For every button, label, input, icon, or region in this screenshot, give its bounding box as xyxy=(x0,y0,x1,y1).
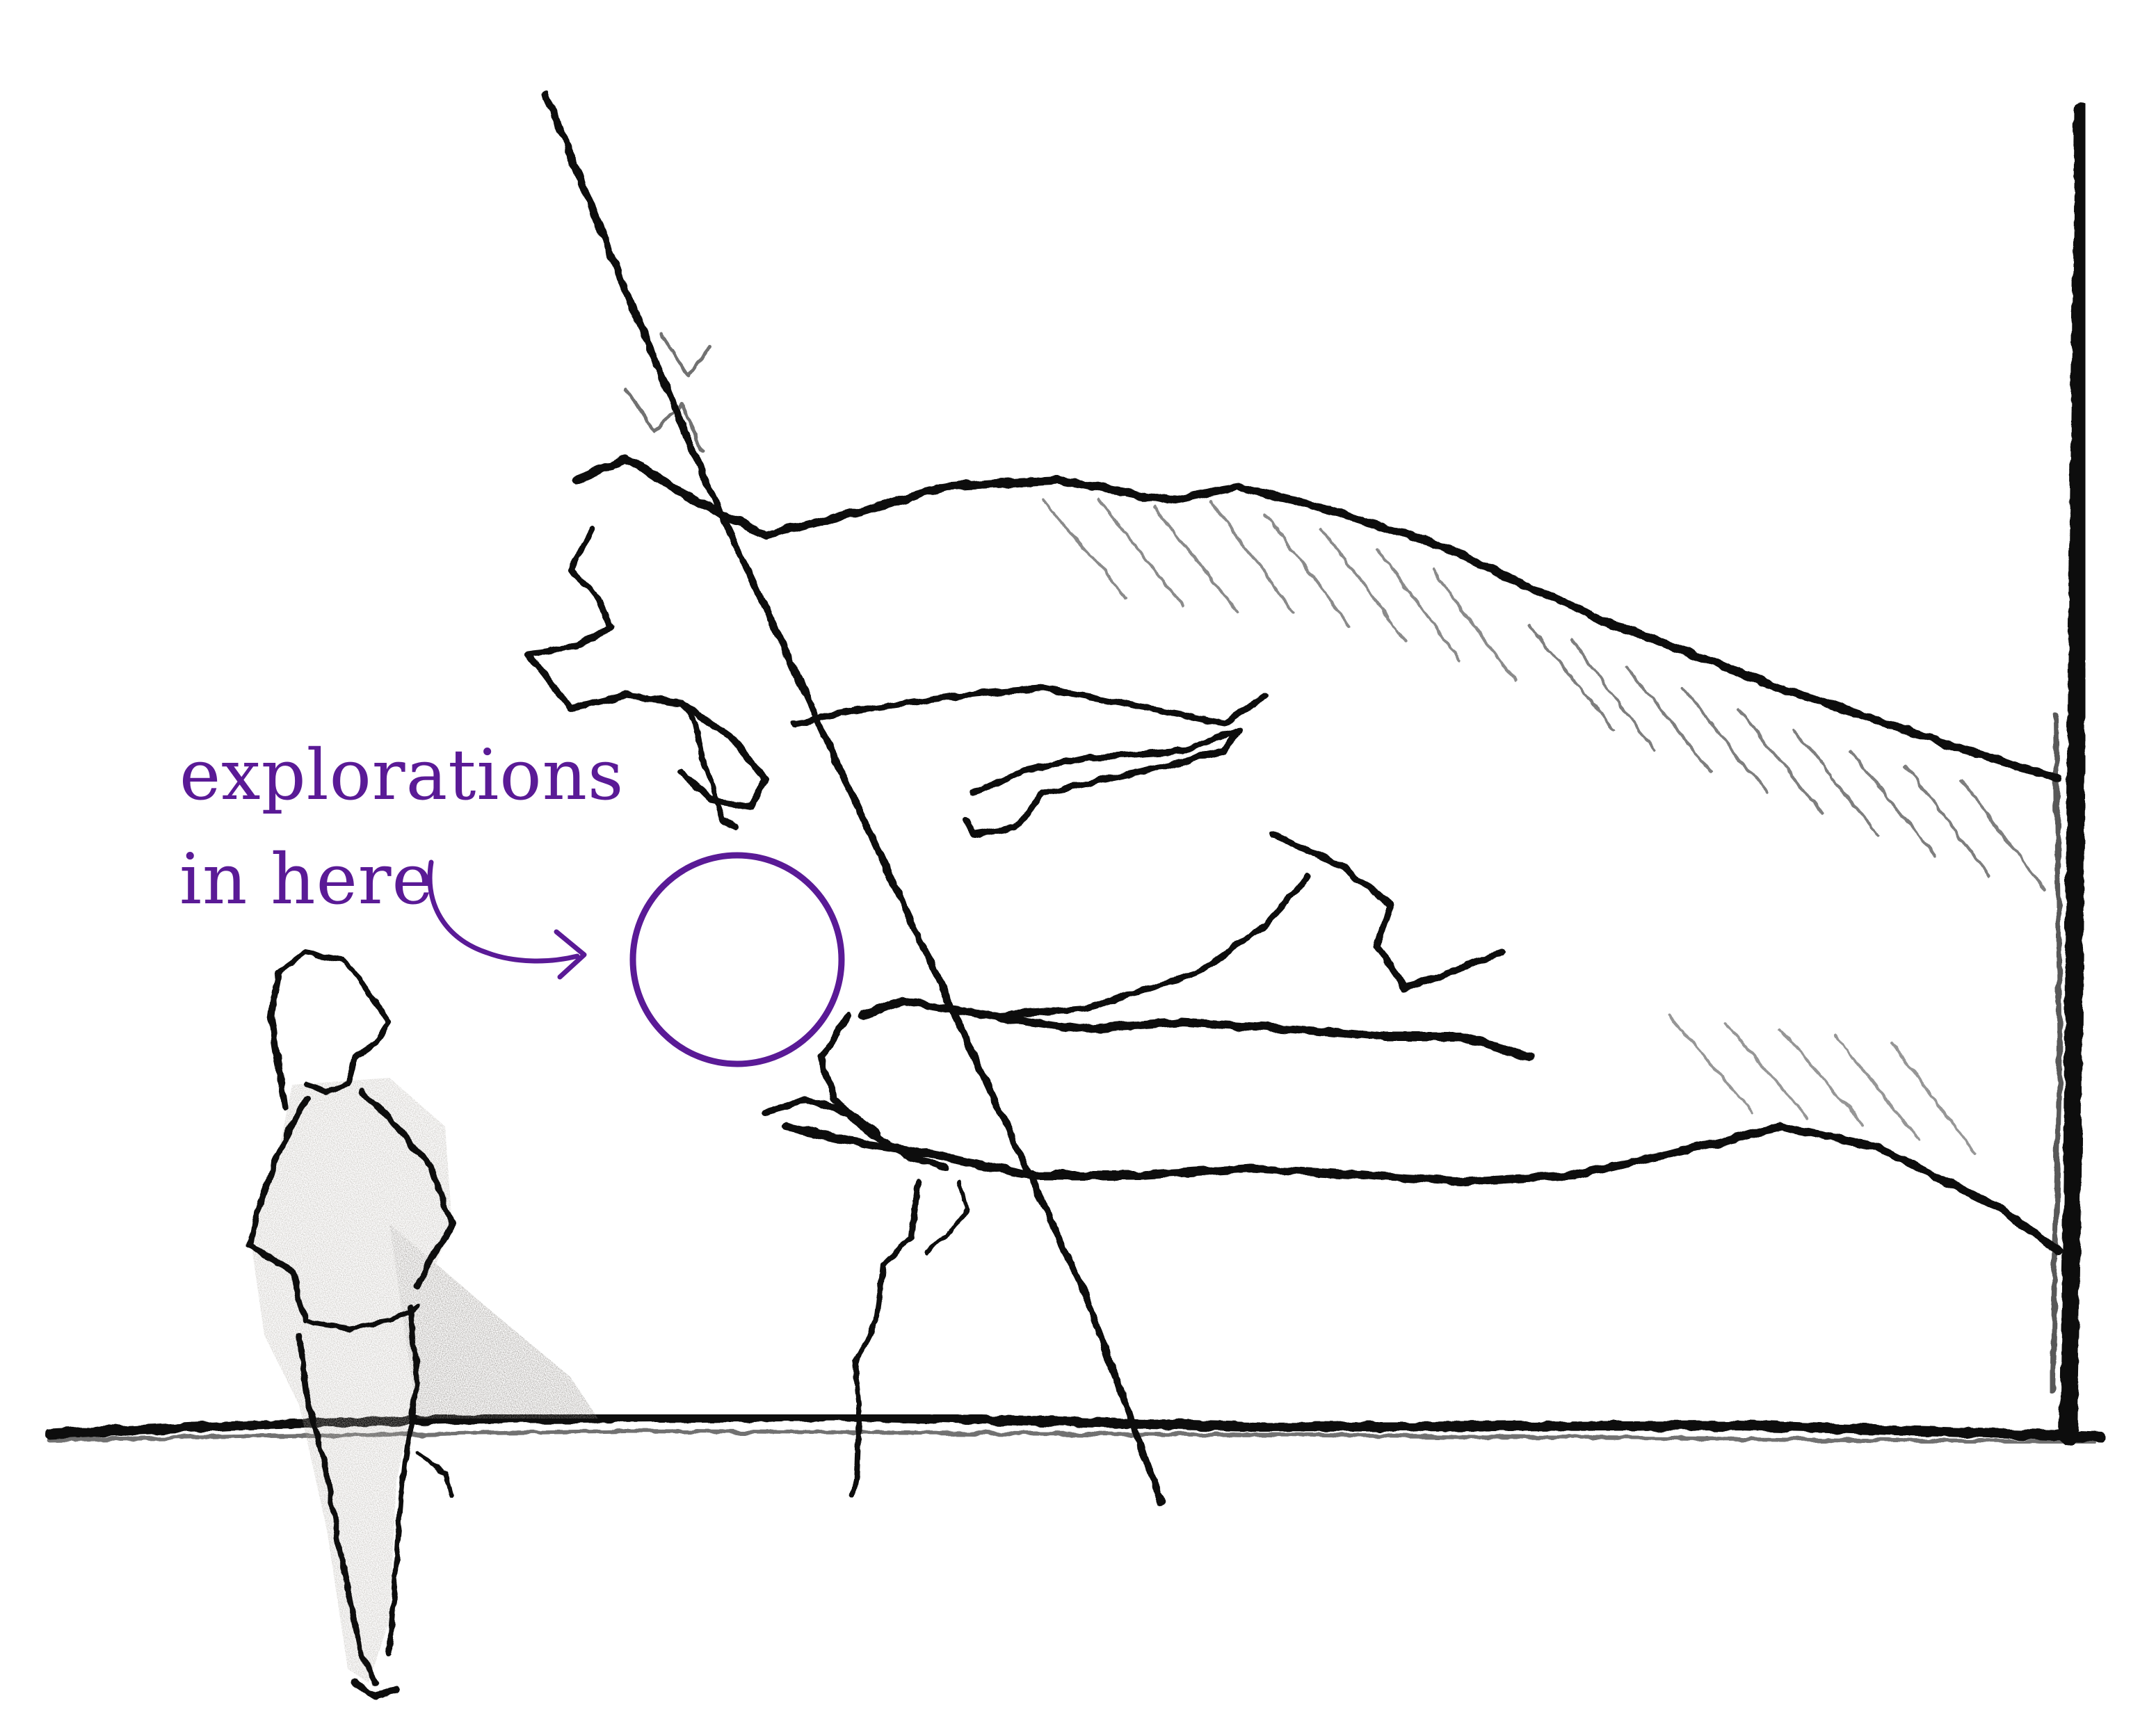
circle-marker-icon[interactable] xyxy=(629,852,845,1067)
giant-hand xyxy=(525,332,2063,1498)
long-stick xyxy=(542,90,1165,1505)
wall-edge xyxy=(2049,102,2093,1446)
annotation-line-1: explorations xyxy=(179,734,625,816)
annotation-label: explorations in here xyxy=(179,723,625,932)
curved-arrow-icon xyxy=(427,859,587,980)
small-figure xyxy=(247,950,598,1700)
annotation-line-2: in here xyxy=(179,839,434,920)
